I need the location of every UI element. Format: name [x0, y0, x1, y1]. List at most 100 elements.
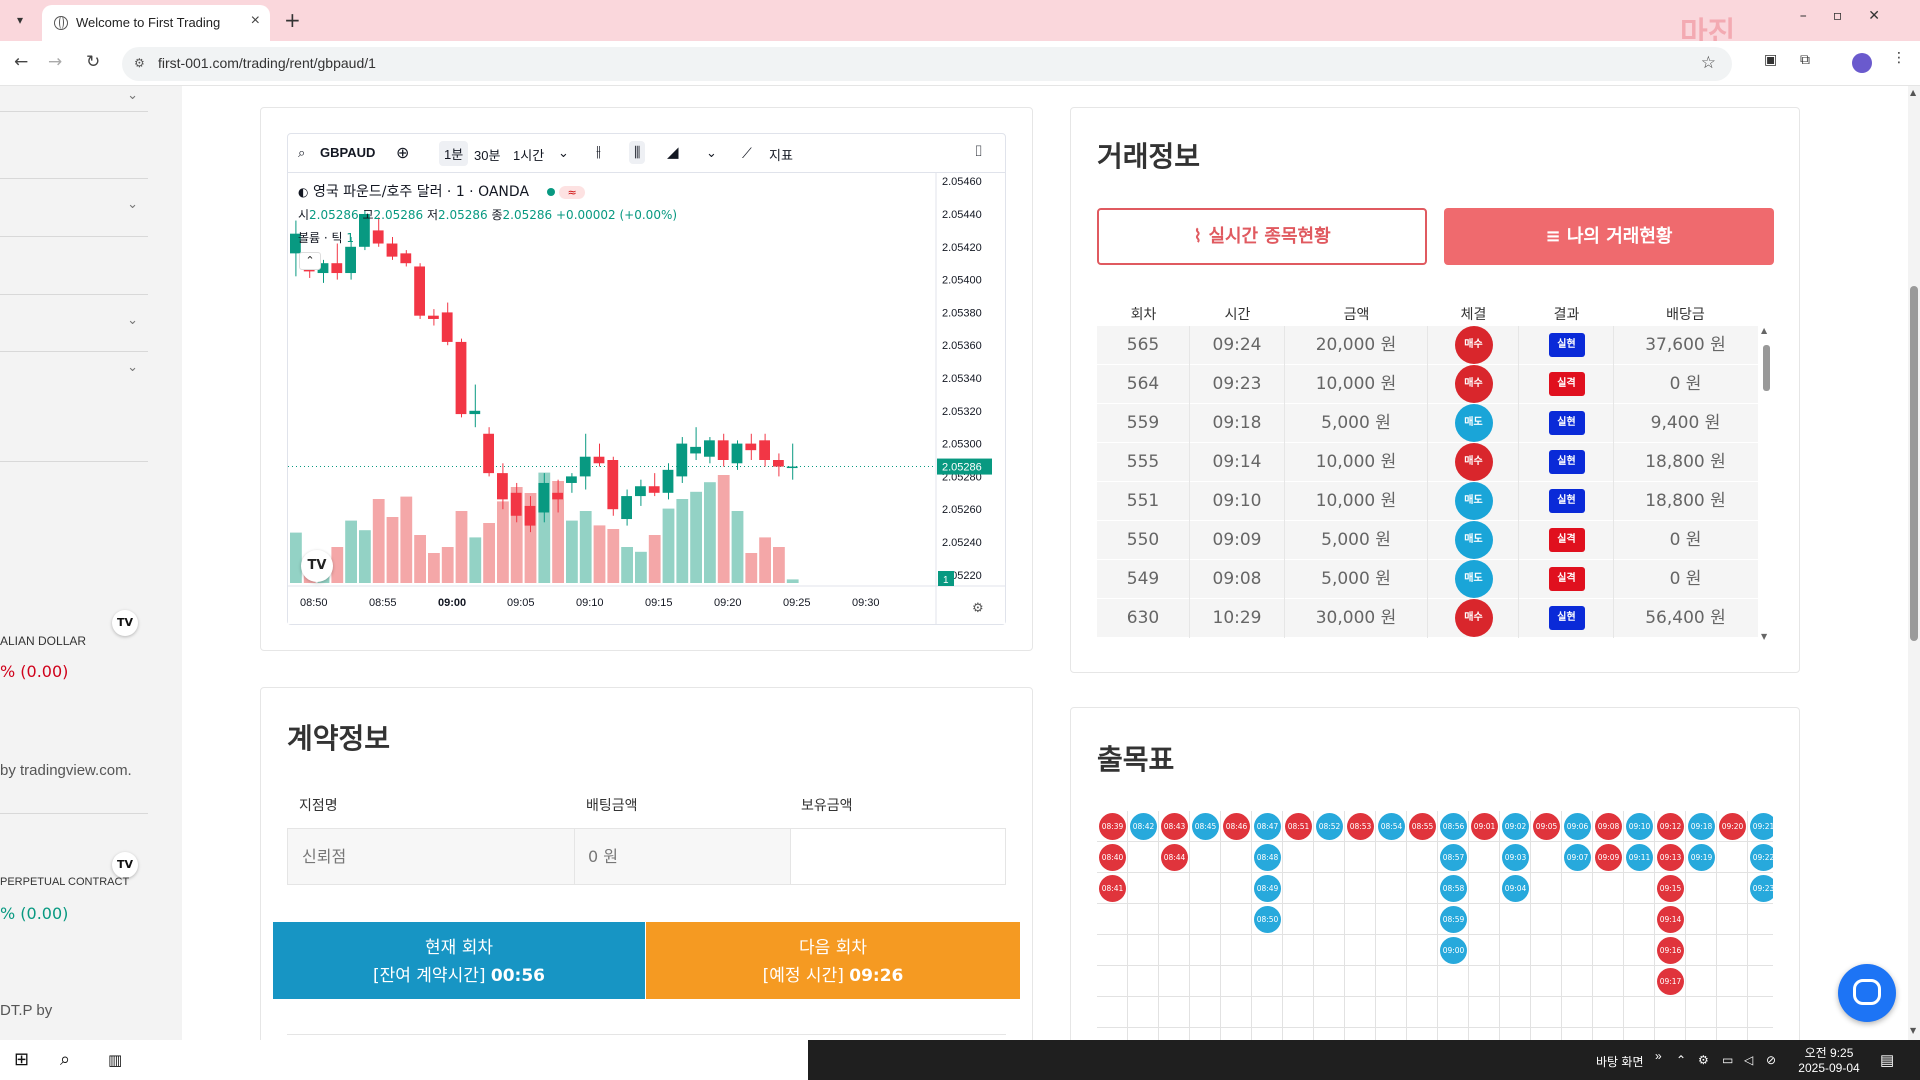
chevron-down-icon[interactable]: ⌄ [127, 313, 138, 328]
result-dot: 09:14 [1657, 906, 1684, 933]
profile-avatar[interactable] [1852, 53, 1872, 73]
clock-time[interactable]: 오전 9:25 [1804, 1046, 1854, 1060]
candle-style-icon[interactable]: ⫼ [629, 141, 646, 164]
windows-start-icon[interactable]: ⊞ [14, 1049, 30, 1070]
back-arrow-icon[interactable]: ← [14, 52, 29, 72]
chart-settings-gear-icon[interactable]: ⚙ [972, 601, 984, 616]
tab-list-chevron-icon[interactable]: ▾ [16, 13, 24, 27]
network-icon[interactable]: ▭ [1722, 1053, 1734, 1067]
sidebar-row[interactable]: ⌄ [0, 295, 148, 352]
sidebar-attribution[interactable]: by tradingview.com. [0, 762, 132, 779]
grid-cell [1376, 1028, 1407, 1040]
symbol-label[interactable]: GBPAUD [320, 145, 376, 160]
sidebar-row[interactable]: ⌄ [0, 86, 148, 112]
tray-app-icon[interactable]: ⚙ [1698, 1053, 1709, 1067]
tradingview-logo-icon[interactable]: TV [112, 610, 138, 636]
sidebar-row[interactable]: ⌄ [0, 179, 148, 237]
browser-tab[interactable]: Welcome to First Trading × [42, 5, 270, 41]
indicators-button[interactable]: 지표 [769, 148, 793, 163]
browser-menu-icon[interactable]: ⋮ [1892, 50, 1906, 66]
bar-style-icon[interactable]: ⫲ [596, 143, 601, 160]
task-view-icon[interactable]: ▥ [108, 1051, 123, 1069]
area-style-icon[interactable]: ◢ [667, 144, 679, 161]
grid-cell [1593, 997, 1624, 1028]
grid-cell [1655, 904, 1686, 935]
table-row[interactable]: 559 09:18 5,000 원 매도 실현 9,400 원 [1097, 404, 1758, 443]
chevron-down-icon[interactable]: ⌄ [127, 197, 138, 212]
scroll-up-arrow-icon[interactable]: ▲ [1910, 88, 1917, 97]
grid-cell [1748, 966, 1773, 997]
address-bar[interactable]: ⚙ first-001.com/trading/rent/gbpaud/1 ☆ [122, 47, 1732, 81]
forward-arrow-icon[interactable]: → [48, 52, 63, 72]
chevron-down-icon[interactable]: ⌄ [127, 360, 138, 375]
chevron-down-icon[interactable]: ⌄ [558, 145, 569, 160]
page-scrollbar[interactable]: ▲ ▼ [1908, 86, 1920, 1040]
desktop-label[interactable]: 바탕 화면 [1596, 1055, 1644, 1069]
chart-canvas[interactable]: 2.05460 2.05440 2.05420 2.05400 2.05380 2.053… [288, 173, 1005, 624]
tradingview-logo-icon[interactable]: TV [112, 852, 138, 878]
notification-icon[interactable]: ▤ [1880, 1052, 1895, 1069]
tradingview-chart[interactable]: ⌕ GBPAUD ⊕ 1분 30분 1시간 ⌄ ⫲ ⫼ ◢ ⌄ ⟋ 지표 ⌷ 2… [287, 133, 1006, 625]
scroll-up-arrow-icon[interactable]: ▲ [1761, 326, 1768, 335]
interval-30m[interactable]: 30분 [474, 148, 501, 163]
tray-chevron-icon[interactable]: ⌃ [1676, 1053, 1687, 1067]
taskbar-left-panel: ⊞ ⌕ ▥ [0, 1040, 142, 1080]
table-cell-time: 09:18 [1190, 404, 1285, 443]
table-row[interactable]: 564 09:23 10,000 원 매수 실격 0 원 [1097, 365, 1758, 404]
result-dot: 09:01 [1471, 813, 1498, 840]
grid-cell [1252, 935, 1283, 966]
extensions-puzzle-icon[interactable]: ⧉ [1800, 52, 1810, 68]
sidebar-divider [0, 813, 148, 814]
realtime-status-button[interactable]: ⌇ 실시간 종목현황 [1097, 208, 1427, 265]
grid-cell [1345, 904, 1376, 935]
sidebar-attribution[interactable]: DT.P by [0, 1002, 53, 1019]
tab-close-icon[interactable]: × [250, 12, 260, 29]
language-icon[interactable]: ⊘ [1766, 1053, 1777, 1067]
my-trade-label: 나의 거래현황 [1566, 226, 1673, 247]
table-row[interactable]: 549 09:08 5,000 원 매도 실격 0 원 [1097, 560, 1758, 599]
sidebar-row[interactable]: ⌄ [0, 352, 148, 462]
page-scroll-thumb[interactable] [1910, 286, 1918, 641]
table-cell-payout: 0 원 [1669, 569, 1702, 589]
chevron-down-icon[interactable]: ⌄ [127, 88, 138, 103]
collapse-legend-chevron-icon[interactable]: ⌃ [299, 252, 321, 270]
table-row[interactable]: 565 09:24 20,000 원 매수 실현 37,600 원 [1097, 326, 1758, 365]
trade-table-scrollbar[interactable]: ▲ ▼ [1760, 326, 1770, 642]
interval-1m[interactable]: 1분 [439, 141, 469, 166]
table-row[interactable]: 550 09:09 5,000 원 매도 실격 0 원 [1097, 521, 1758, 560]
window-controls[interactable]: –▫✕ [1799, 8, 1906, 24]
table-row[interactable]: 555 09:14 10,000 원 매수 실현 18,800 원 [1097, 443, 1758, 482]
clock-date[interactable]: 2025-09-04 [1798, 1061, 1860, 1075]
live-chat-icon[interactable] [1838, 964, 1896, 1022]
time-tick-label: 09:20 [714, 597, 742, 609]
symbol-search-icon[interactable]: ⌕ [298, 145, 306, 160]
my-trade-button[interactable]: ≡ 나의 거래현황 [1444, 208, 1774, 265]
volume-bar [552, 481, 564, 583]
table-row[interactable]: 630 10:29 30,000 원 매수 실현 56,400 원 [1097, 599, 1758, 638]
toolbar-expand-icon[interactable]: » [1655, 1049, 1662, 1063]
table-row[interactable]: 551 09:10 10,000 원 매도 실현 18,800 원 [1097, 482, 1758, 521]
scroll-down-arrow-icon[interactable]: ▼ [1761, 632, 1768, 641]
reload-icon[interactable]: ↻ [86, 52, 101, 72]
tradingview-logo-icon[interactable]: TV [301, 550, 333, 582]
bookmark-star-icon[interactable]: ☆ [1700, 53, 1716, 73]
volume-icon[interactable]: ◁ [1744, 1053, 1754, 1067]
trade-table-scroll-thumb[interactable] [1763, 345, 1770, 391]
site-info-icon[interactable]: ⚙ [134, 56, 145, 70]
camera-icon[interactable]: ⌷ [974, 143, 984, 160]
result-board-title: 출목표 [1097, 743, 1175, 776]
scroll-down-arrow-icon[interactable]: ▼ [1910, 1026, 1917, 1035]
extension-c-icon[interactable]: ▣ [1764, 52, 1778, 68]
trade-table-body[interactable]: 565 09:24 20,000 원 매수 실현 37,600 원 564 09:23 10,0… [1097, 326, 1758, 644]
grid-cell [1655, 935, 1686, 966]
search-icon[interactable]: ⌕ [60, 1049, 71, 1070]
add-symbol-icon[interactable]: ⊕ [396, 145, 410, 162]
grid-cell [1469, 966, 1500, 997]
interval-1h[interactable]: 1시간 [513, 148, 545, 163]
candle-body [607, 460, 619, 510]
volume-bar [607, 529, 620, 583]
grid-cell [1562, 1028, 1593, 1040]
chevron-down-icon[interactable]: ⌄ [706, 145, 717, 160]
indicators-icon[interactable]: ⟋ [742, 145, 752, 161]
new-tab-plus-icon[interactable]: + [284, 8, 301, 32]
